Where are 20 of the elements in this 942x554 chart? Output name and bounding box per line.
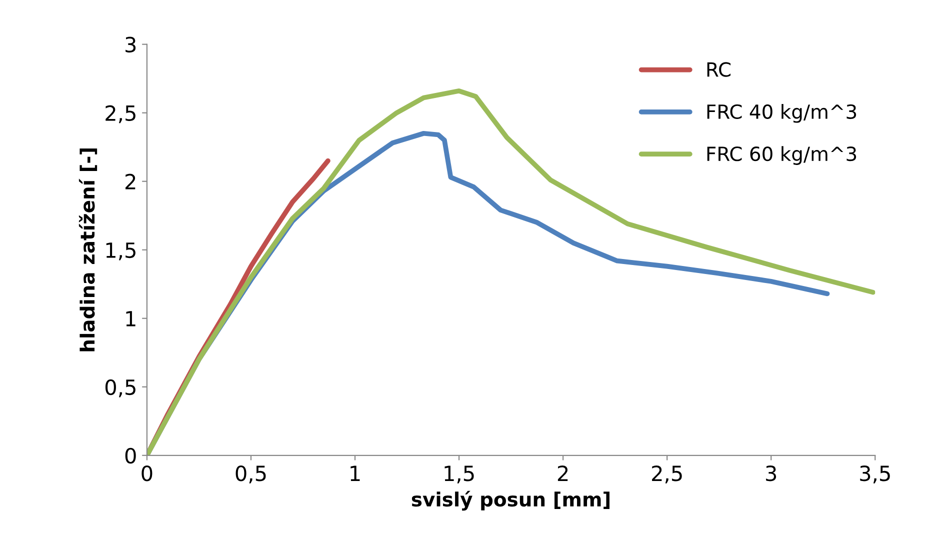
y-tick-label: 1	[126, 311, 136, 326]
y-tick-label: 0	[125, 448, 136, 464]
legend-label: RC	[707, 62, 731, 77]
x-axis-title: svislý posun [mm]	[412, 490, 610, 511]
x-tick-label: 0	[142, 465, 152, 482]
x-tick-label: 0,5	[236, 465, 266, 484]
y-tick-label: 2	[126, 174, 136, 190]
y-axis-title: hladina zatížení [-]	[78, 148, 98, 352]
y-tick-label: 0,5	[105, 379, 136, 398]
x-tick-label: 1,5	[444, 466, 474, 484]
x-tick-label: 3,5	[860, 465, 890, 484]
x-tick-label: 2,5	[652, 465, 682, 484]
x-tick-label: 2	[558, 465, 568, 481]
y-tick-label: 3	[126, 36, 136, 53]
legend-label: FRC 60 kg/m^3	[707, 146, 856, 165]
legend-label: FRC 40 kg/m^3	[707, 104, 856, 123]
y-tick-label: 1,5	[106, 242, 136, 260]
y-tick-label: 2,5	[106, 105, 136, 124]
x-tick-label: 3	[766, 465, 776, 482]
x-tick-label: 1	[350, 466, 360, 481]
